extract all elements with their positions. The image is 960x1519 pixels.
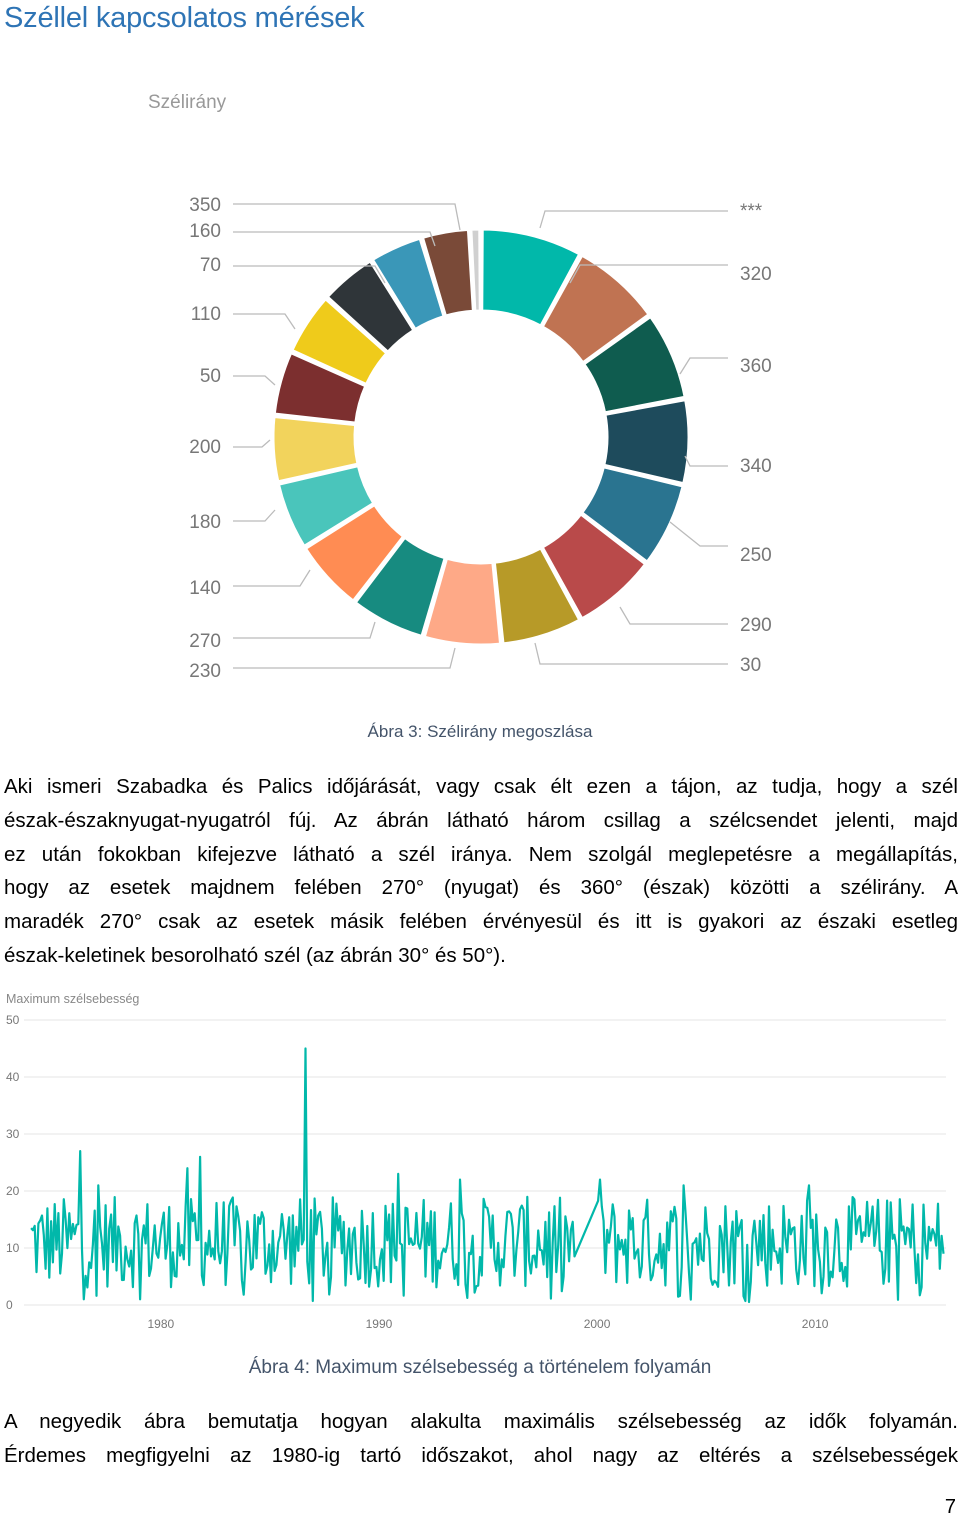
donut-slice xyxy=(271,414,360,484)
slice-label: 230 xyxy=(189,661,221,682)
paragraph-line: A negyedik ábra bemutatja hogyan alakult… xyxy=(4,1410,958,1433)
slice-label: 140 xyxy=(189,578,221,599)
wind-direction-donut-chart: Szélirány *** 320 360 340 250 290 30 350 160 70 11… xyxy=(148,92,772,682)
figure3-caption: Ábra 3: Szélirány megoszlása xyxy=(367,722,593,741)
leader-line xyxy=(619,606,728,625)
slice-label: 360 xyxy=(740,356,772,377)
y-tick-label: 0 xyxy=(6,1298,13,1312)
slice-label: 250 xyxy=(740,545,772,566)
leader-line xyxy=(233,569,311,587)
x-tick-label: 2000 xyxy=(584,1317,611,1331)
leader-line xyxy=(233,375,276,386)
slice-label: 290 xyxy=(740,615,772,636)
leader-line xyxy=(233,313,296,330)
donut-slice xyxy=(540,253,652,365)
leader-line xyxy=(569,264,728,284)
leader-line xyxy=(539,210,728,229)
y-tick-label: 10 xyxy=(6,1241,20,1255)
slice-label: *** xyxy=(740,201,763,222)
figure4-caption: Ábra 4: Maximum szélsebesség a történele… xyxy=(248,1357,712,1378)
y-tick-label: 20 xyxy=(6,1184,20,1198)
leader-line xyxy=(684,455,728,467)
chart-title: Szélirány xyxy=(148,92,227,113)
paragraph-line: hogy az esetek majdnem felében 270° (nyu… xyxy=(4,876,958,900)
slice-label: 180 xyxy=(189,512,221,533)
chart-title: Maximum szélsebesség xyxy=(6,992,139,1006)
leader-line xyxy=(233,439,271,448)
donut-slice xyxy=(303,502,406,604)
donut-slice xyxy=(480,227,582,329)
section-heading: Széllel kapcsolatos mérések xyxy=(4,2,365,34)
max-wind-speed-series xyxy=(30,1047,945,1304)
donut-slice xyxy=(540,511,648,621)
paragraph-line: ez után fokokban kifejezve látható a szé… xyxy=(4,842,958,866)
donut-slice xyxy=(469,227,482,313)
max-wind-speed-line-chart: Maximum szélsebesség 0 10 20 30 40 50 1980 199… xyxy=(6,992,946,1331)
slice-label: 30 xyxy=(740,655,761,676)
y-tick-label: 50 xyxy=(6,1013,20,1027)
donut-slice xyxy=(579,464,685,565)
donut-slice xyxy=(276,463,376,549)
x-tick-label: 2010 xyxy=(802,1317,829,1331)
slice-label: 270 xyxy=(189,631,221,652)
donut-slice xyxy=(370,236,446,332)
paragraph-line: Aki ismeri Szabadka és Palics időjárását… xyxy=(4,775,958,798)
leader-line xyxy=(233,621,376,639)
donut-slice xyxy=(272,350,368,425)
leader-line xyxy=(233,647,456,669)
leader-line xyxy=(233,265,386,284)
donut-slice xyxy=(420,227,475,318)
page-number: 7 xyxy=(944,1496,956,1518)
paragraph-line: észak-keletinek besorolható szél (az ábr… xyxy=(4,944,506,967)
slice-label: 200 xyxy=(189,437,221,458)
leader-line xyxy=(534,642,728,665)
y-tick-label: 40 xyxy=(6,1070,20,1084)
donut-slice xyxy=(289,296,389,387)
slice-label: 320 xyxy=(740,264,772,285)
leader-line xyxy=(233,203,461,231)
donut-slice xyxy=(601,397,691,486)
x-tick-label: 1990 xyxy=(366,1317,393,1331)
slice-label: 110 xyxy=(191,304,221,325)
donut-slice xyxy=(422,556,503,647)
donut-slice xyxy=(353,535,448,639)
slice-label: 350 xyxy=(189,195,221,216)
leader-line xyxy=(669,521,728,547)
x-tick-label: 1980 xyxy=(148,1317,175,1331)
paragraph-line: Érdemes megfigyelni az 1980-ig tartó idő… xyxy=(4,1443,958,1467)
slice-label: 160 xyxy=(189,221,221,242)
slice-label: 50 xyxy=(200,366,221,387)
paragraph-line: észak-északnyugat-nyugatról fúj. Az ábrá… xyxy=(4,808,958,832)
leader-line xyxy=(233,231,436,247)
donut-slice xyxy=(581,314,687,415)
leader-line xyxy=(679,357,728,375)
donut-slice xyxy=(325,258,416,355)
leader-line xyxy=(233,509,276,522)
paragraph-line: maradék 270° csak az esetek másik felébe… xyxy=(4,910,958,934)
y-tick-label: 30 xyxy=(6,1127,20,1141)
slice-label: 340 xyxy=(740,456,772,477)
slice-label: 70 xyxy=(200,255,221,276)
donut-slice xyxy=(492,545,582,646)
